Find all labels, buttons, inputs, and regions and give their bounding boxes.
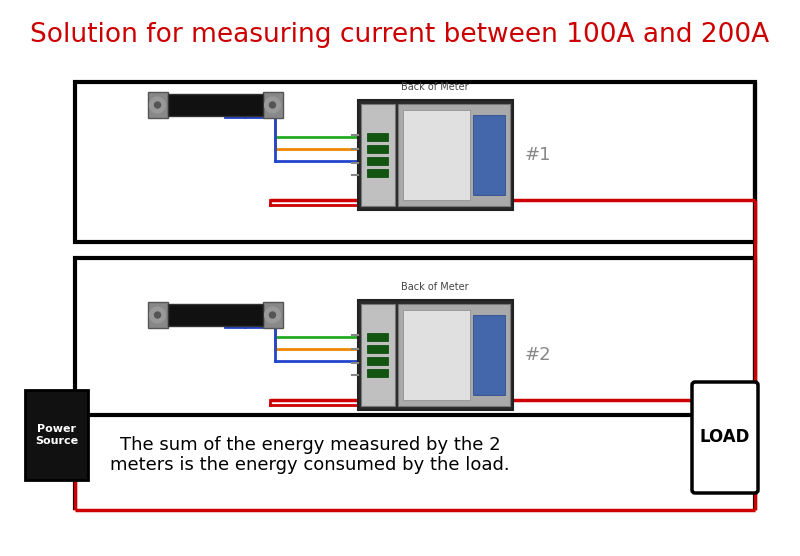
Bar: [367, 157, 388, 165]
Bar: [75, 82, 755, 242]
Bar: [367, 369, 388, 377]
Circle shape: [270, 102, 275, 108]
Text: Solution for measuring current between 100A and 200A: Solution for measuring current between 1…: [30, 22, 770, 48]
Circle shape: [265, 97, 281, 113]
Bar: [402, 310, 470, 400]
Bar: [367, 133, 388, 141]
Bar: [402, 110, 470, 200]
Bar: [262, 302, 282, 328]
Bar: [473, 115, 505, 195]
Bar: [147, 92, 167, 118]
Text: Back of Meter: Back of Meter: [401, 282, 469, 292]
Text: Back of Meter: Back of Meter: [401, 82, 469, 92]
Circle shape: [150, 307, 166, 323]
Bar: [358, 300, 513, 410]
Bar: [262, 92, 282, 118]
Bar: [367, 169, 388, 177]
Bar: [367, 145, 388, 153]
Text: LOAD: LOAD: [700, 429, 750, 446]
Circle shape: [265, 307, 281, 323]
Bar: [367, 345, 388, 353]
Bar: [367, 357, 388, 365]
Bar: [167, 304, 262, 326]
Bar: [367, 333, 388, 341]
FancyBboxPatch shape: [692, 382, 758, 493]
Bar: [358, 100, 513, 210]
Bar: [167, 94, 262, 116]
Bar: [361, 104, 394, 206]
Bar: [147, 302, 167, 328]
Text: Power
Source: Power Source: [35, 424, 78, 446]
Bar: [398, 104, 510, 206]
Circle shape: [270, 312, 275, 318]
Circle shape: [154, 312, 161, 318]
Text: The sum of the energy measured by the 2
meters is the energy consumed by the loa: The sum of the energy measured by the 2 …: [110, 435, 510, 474]
Bar: [75, 258, 755, 415]
Bar: [361, 304, 394, 406]
Text: #2: #2: [525, 346, 551, 364]
Bar: [25, 390, 88, 480]
Circle shape: [154, 102, 161, 108]
Bar: [473, 315, 505, 395]
Circle shape: [150, 97, 166, 113]
Text: #1: #1: [525, 146, 551, 164]
Bar: [398, 304, 510, 406]
